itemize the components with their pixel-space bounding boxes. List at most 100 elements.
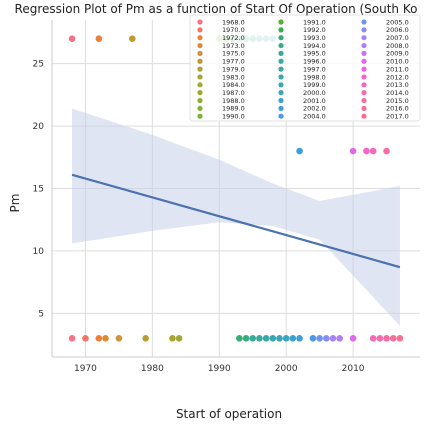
legend-marker bbox=[278, 19, 284, 25]
legend-marker bbox=[278, 50, 284, 57]
legend-label: 2015.0 bbox=[386, 97, 409, 105]
legend-marker bbox=[361, 74, 367, 80]
legend-label: 1968.0 bbox=[222, 18, 245, 26]
data-point bbox=[309, 334, 317, 342]
legend-label: 1988.0 bbox=[222, 97, 245, 105]
legend-label: 1975.0 bbox=[222, 50, 245, 58]
y-tick-label: 5 bbox=[38, 309, 44, 319]
data-point bbox=[289, 334, 297, 342]
legend-label: 1998.0 bbox=[303, 73, 326, 81]
x-tick-label: 1980 bbox=[141, 364, 164, 374]
legend-label: 2005.0 bbox=[386, 18, 409, 26]
x-tick-label: 2000 bbox=[275, 364, 298, 374]
legend: 1968.01970.01972.01973.01975.01977.01979… bbox=[189, 14, 421, 122]
legend-marker bbox=[361, 90, 367, 96]
legend-label: 2001.0 bbox=[303, 97, 326, 105]
legend-label: 2006.0 bbox=[386, 26, 409, 34]
data-point bbox=[269, 334, 277, 342]
legend-marker bbox=[361, 97, 367, 104]
legend-marker bbox=[361, 82, 367, 88]
data-point bbox=[68, 334, 76, 342]
data-point bbox=[95, 334, 103, 342]
legend-marker bbox=[361, 113, 367, 119]
legend-label: 2009.0 bbox=[386, 50, 409, 58]
data-point bbox=[68, 35, 76, 43]
legend-label: 1973.0 bbox=[222, 42, 245, 50]
y-tick-label: 20 bbox=[33, 122, 45, 132]
legend-marker bbox=[197, 50, 203, 57]
y-tick-label: 10 bbox=[33, 247, 45, 257]
regression-line-group bbox=[71, 173, 401, 269]
legend-marker bbox=[197, 90, 203, 96]
legend-marker bbox=[278, 74, 284, 80]
confidence-band-area bbox=[72, 108, 400, 326]
legend-label: 2002.0 bbox=[303, 105, 326, 113]
data-point bbox=[256, 334, 263, 342]
legend-marker bbox=[361, 27, 367, 33]
legend-label: 1991.0 bbox=[303, 18, 326, 26]
chart-title: Regression Plot of Pm as a function of S… bbox=[15, 2, 418, 16]
data-point bbox=[363, 147, 370, 155]
legend-label: 2013.0 bbox=[386, 81, 409, 89]
legend-marker bbox=[197, 66, 203, 72]
legend-label: 2011.0 bbox=[386, 65, 409, 73]
legend-marker bbox=[197, 58, 203, 64]
data-point bbox=[316, 334, 323, 342]
legend-marker bbox=[197, 35, 203, 41]
data-point bbox=[82, 334, 89, 342]
legend-label: 1990.0 bbox=[222, 113, 245, 121]
legend-marker bbox=[278, 42, 284, 49]
legend-label: 1984.0 bbox=[222, 81, 245, 89]
data-point bbox=[128, 35, 136, 43]
legend-label: 1992.0 bbox=[303, 26, 326, 34]
legend-marker bbox=[361, 19, 367, 25]
data-point bbox=[323, 334, 330, 342]
legend-marker bbox=[278, 82, 284, 88]
legend-marker bbox=[197, 19, 203, 25]
y-tick-label: 25 bbox=[33, 60, 44, 70]
data-point bbox=[336, 334, 344, 342]
data-point bbox=[396, 334, 404, 342]
legend-label: 1970.0 bbox=[222, 26, 245, 34]
legend-label: 1996.0 bbox=[303, 58, 326, 66]
legend-label: 2016.0 bbox=[386, 105, 409, 113]
legend-label: 2012.0 bbox=[386, 73, 409, 81]
data-point bbox=[376, 334, 384, 342]
legend-marker bbox=[197, 74, 203, 80]
y-tick-labels: 5 10 15 20 25 bbox=[33, 60, 45, 320]
axes-frame bbox=[51, 20, 420, 358]
legend-label: 1983.0 bbox=[222, 73, 245, 81]
legend-marker bbox=[278, 35, 284, 41]
data-point bbox=[389, 334, 397, 342]
legend-marker bbox=[278, 58, 284, 64]
legend-marker bbox=[197, 113, 203, 119]
legend-marker bbox=[361, 35, 367, 41]
legend-label: 2004.0 bbox=[303, 113, 326, 121]
legend-marker bbox=[278, 27, 284, 33]
data-point bbox=[95, 35, 103, 43]
legend-label: 2017.0 bbox=[386, 113, 409, 121]
legend-marker bbox=[197, 82, 203, 88]
data-point bbox=[142, 334, 149, 342]
data-point bbox=[242, 334, 250, 342]
legend-label: 1995.0 bbox=[303, 50, 326, 58]
data-point bbox=[282, 334, 290, 342]
x-tick-labels: 1970 1980 1990 2000 2010 bbox=[74, 364, 365, 374]
x-tick-label: 1990 bbox=[208, 364, 231, 374]
data-point bbox=[329, 334, 337, 342]
data-point bbox=[175, 334, 183, 342]
legend-label: 2008.0 bbox=[386, 42, 409, 50]
data-point bbox=[102, 334, 109, 342]
data-point bbox=[262, 334, 270, 342]
legend-marker bbox=[278, 113, 284, 119]
legend-label: 1977.0 bbox=[222, 58, 245, 66]
data-point bbox=[169, 334, 176, 342]
legend-label: 2007.0 bbox=[386, 34, 409, 42]
y-tick-label: 15 bbox=[33, 185, 44, 195]
legend-label: 2000.0 bbox=[303, 89, 326, 97]
legend-label: 1997.0 bbox=[303, 65, 326, 73]
data-point bbox=[249, 334, 257, 342]
data-point bbox=[236, 334, 243, 342]
data-point bbox=[296, 147, 303, 155]
